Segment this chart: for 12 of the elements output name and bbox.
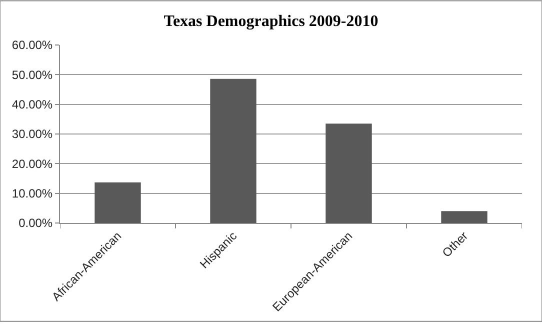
bar [326,124,372,223]
chart-title: Texas Demographics 2009-2010 [164,12,378,30]
y-tick-label: 0.00% [18,216,53,230]
y-tick-label: 50.00% [12,68,53,82]
bar [441,211,488,223]
y-tick-label: 30.00% [12,127,53,142]
bar [94,182,141,223]
y-tick-label: 20.00% [12,156,53,171]
y-tick-label: 60.00% [12,38,53,52]
y-tick-label: 10.00% [12,186,53,201]
y-tick-label: 40.00% [12,98,53,112]
bar [210,78,256,223]
